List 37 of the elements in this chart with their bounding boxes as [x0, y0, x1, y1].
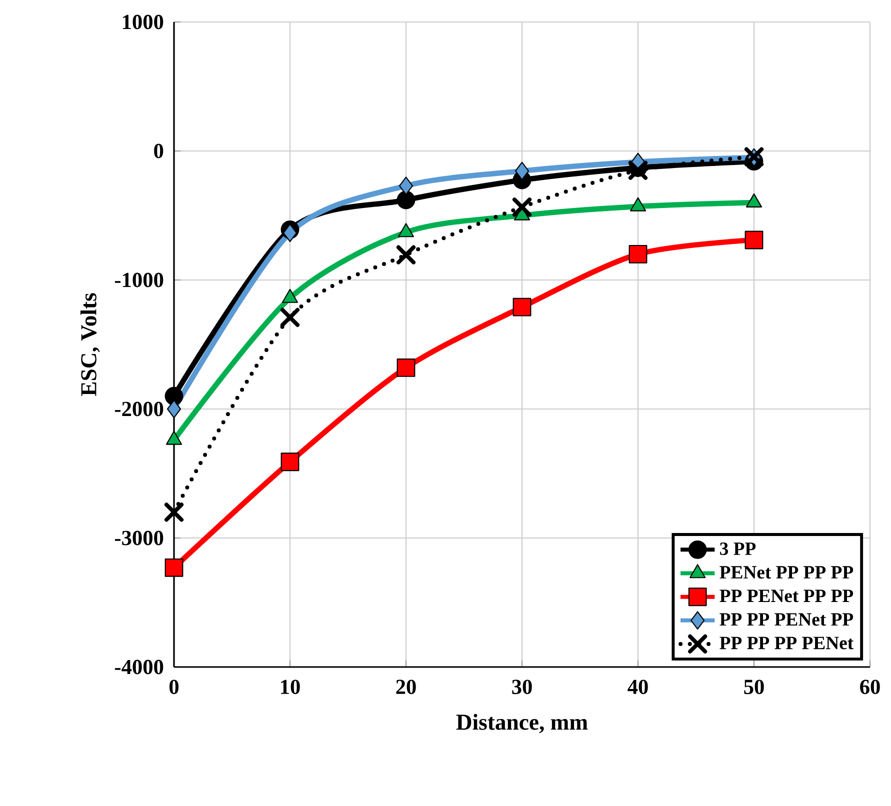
- y-tick-label: 1000: [123, 14, 164, 30]
- point: [514, 162, 530, 180]
- point: [280, 308, 300, 327]
- x-axis-title: Distance, mm: [456, 714, 588, 734]
- legend-label: PENet PP PP PP: [720, 566, 854, 579]
- x-tick-label: 50: [744, 680, 764, 694]
- point: [512, 298, 532, 316]
- y-tick-label: -2000: [114, 402, 164, 416]
- y-axis-title: ESC, Volts: [80, 293, 100, 396]
- point: [628, 244, 648, 264]
- point: [280, 452, 300, 472]
- point: [166, 400, 182, 418]
- legend-label: PP PP PP PENet: [720, 636, 854, 650]
- x-tick-label: 20: [396, 680, 416, 694]
- y-tick-label: 0: [154, 144, 164, 158]
- legend-label: PP PENet PP PP: [720, 590, 854, 602]
- x-tick-label: 60: [860, 680, 880, 694]
- point: [396, 245, 416, 264]
- x-tick-label: 40: [628, 680, 648, 694]
- point: [396, 358, 416, 377]
- x-tick-label: 0: [169, 680, 179, 694]
- point: [628, 160, 648, 180]
- y-tick-label: -3000: [114, 530, 164, 546]
- point: [744, 230, 764, 250]
- y-tick-label: -1000: [114, 272, 164, 288]
- point: [282, 224, 298, 242]
- y-tick-label: -4000: [114, 660, 164, 674]
- point: [512, 198, 532, 217]
- x-tick-label: 30: [512, 680, 532, 694]
- point: [164, 502, 184, 522]
- point: [398, 176, 414, 196]
- point: [396, 190, 416, 210]
- point: [164, 558, 184, 577]
- legend-label: 3 PP: [720, 542, 756, 556]
- point: [164, 386, 184, 406]
- legend-label: PP PP PENet PP: [720, 613, 854, 626]
- x-tick-label: 10: [281, 680, 300, 694]
